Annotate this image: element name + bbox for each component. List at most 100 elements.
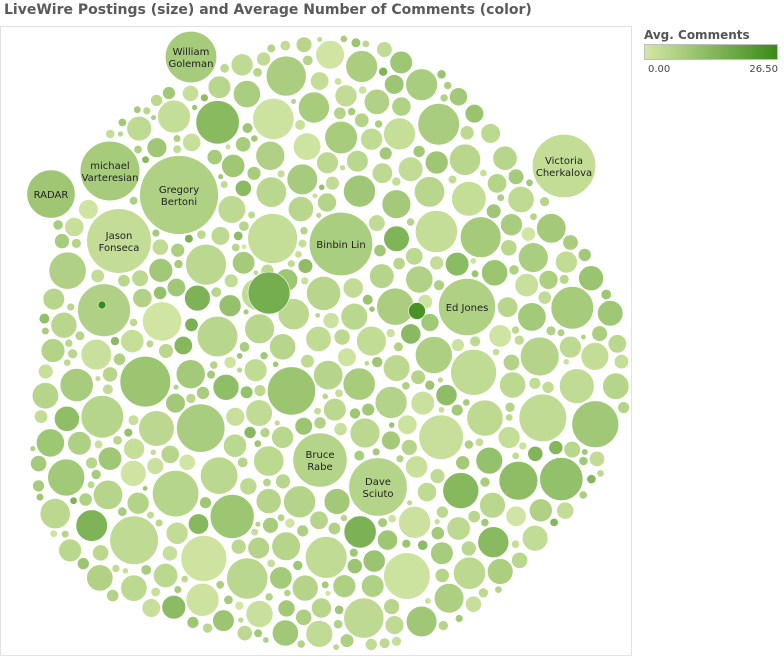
bubble[interactable] <box>439 93 449 103</box>
bubble[interactable] <box>334 77 343 86</box>
bubble[interactable] <box>298 91 330 124</box>
bubble[interactable] <box>369 263 395 289</box>
bubble[interactable] <box>252 98 295 140</box>
bubble[interactable] <box>545 325 557 336</box>
bubble[interactable] <box>323 398 347 422</box>
bubble[interactable] <box>277 513 286 522</box>
bubble[interactable] <box>334 84 358 108</box>
bubble[interactable] <box>350 37 362 48</box>
bubble[interactable] <box>292 560 304 571</box>
bubble[interactable] <box>173 335 193 355</box>
bubble[interactable] <box>309 510 329 530</box>
bubble[interactable] <box>254 520 262 528</box>
bubble[interactable] <box>290 98 297 105</box>
bubble-radar[interactable] <box>26 169 76 219</box>
bubble[interactable] <box>66 302 75 312</box>
bubble[interactable] <box>286 163 318 195</box>
bubble[interactable] <box>433 518 441 526</box>
bubble[interactable] <box>231 243 241 253</box>
bubble[interactable] <box>401 381 411 391</box>
bubble[interactable] <box>188 513 210 535</box>
bubble[interactable] <box>591 325 608 342</box>
bubble[interactable] <box>451 338 465 352</box>
bubble[interactable] <box>247 536 270 560</box>
bubble[interactable] <box>346 558 363 574</box>
bubble[interactable] <box>437 620 449 631</box>
bubble[interactable] <box>479 169 488 178</box>
bubble[interactable] <box>97 300 107 310</box>
bubble[interactable] <box>321 580 330 590</box>
bubble[interactable] <box>253 384 267 397</box>
bubble[interactable] <box>578 265 604 291</box>
bubble[interactable] <box>35 493 45 502</box>
bubble[interactable] <box>110 336 120 346</box>
bubble[interactable] <box>412 145 426 158</box>
bubble[interactable] <box>313 360 344 391</box>
bubble[interactable] <box>50 311 78 339</box>
bubble[interactable] <box>536 213 567 244</box>
bubble[interactable] <box>487 173 508 194</box>
bubble[interactable] <box>507 186 535 214</box>
bubble[interactable] <box>498 461 539 501</box>
bubble[interactable] <box>323 488 351 515</box>
bubble[interactable] <box>182 85 199 102</box>
bubble[interactable] <box>469 257 477 265</box>
bubble[interactable] <box>133 105 142 114</box>
bubble[interactable] <box>333 328 351 346</box>
bubble-victoria-cherkalova[interactable] <box>531 134 596 199</box>
bubble[interactable] <box>500 239 518 257</box>
bubble[interactable] <box>353 450 365 462</box>
bubble[interactable] <box>146 511 155 520</box>
bubble[interactable] <box>383 598 400 615</box>
bubble[interactable] <box>324 590 332 597</box>
bubble[interactable] <box>466 399 504 437</box>
bubble[interactable] <box>64 338 74 348</box>
bubble[interactable] <box>161 545 178 562</box>
bubble[interactable] <box>175 359 206 390</box>
bubble[interactable] <box>123 437 145 460</box>
bubble[interactable] <box>391 96 412 117</box>
bubble[interactable] <box>150 94 163 107</box>
bubble[interactable] <box>497 426 521 449</box>
bubble[interactable] <box>333 619 343 630</box>
bubble[interactable] <box>253 445 285 477</box>
bubble[interactable] <box>93 439 104 450</box>
bubble[interactable] <box>71 238 82 249</box>
bubble[interactable] <box>455 455 471 471</box>
bubble[interactable] <box>571 400 619 448</box>
bubble[interactable] <box>117 506 128 517</box>
bubble[interactable] <box>406 605 438 638</box>
bubble[interactable] <box>86 564 114 592</box>
bubble[interactable] <box>391 636 402 647</box>
bubble[interactable] <box>206 369 216 380</box>
bubble[interactable] <box>93 479 124 510</box>
bubble[interactable] <box>492 348 500 356</box>
bubble[interactable] <box>259 351 269 361</box>
bubble[interactable] <box>176 403 226 453</box>
bubble[interactable] <box>149 448 157 456</box>
bubble[interactable] <box>505 505 527 527</box>
bubble[interactable] <box>395 454 405 463</box>
bubble[interactable] <box>191 104 198 111</box>
bubble[interactable] <box>267 366 316 416</box>
bubble[interactable] <box>85 456 98 470</box>
bubble[interactable] <box>113 352 126 366</box>
bubble[interactable] <box>343 515 377 549</box>
bubble[interactable] <box>162 86 176 100</box>
bubble[interactable] <box>271 425 294 449</box>
bubble[interactable] <box>165 521 189 545</box>
bubble[interactable] <box>405 68 438 101</box>
bubble[interactable] <box>434 568 450 583</box>
bubble[interactable] <box>342 367 376 401</box>
bubble[interactable] <box>54 233 70 249</box>
bubble[interactable] <box>332 574 356 598</box>
bubble[interactable] <box>361 39 370 48</box>
bubble[interactable] <box>376 287 415 326</box>
bubble[interactable] <box>325 176 340 191</box>
bubble[interactable] <box>305 620 333 648</box>
bubble[interactable] <box>240 385 254 399</box>
bubble[interactable] <box>38 313 51 325</box>
bubble[interactable] <box>430 541 454 565</box>
bubble[interactable] <box>442 472 480 509</box>
bubble[interactable] <box>283 589 292 597</box>
